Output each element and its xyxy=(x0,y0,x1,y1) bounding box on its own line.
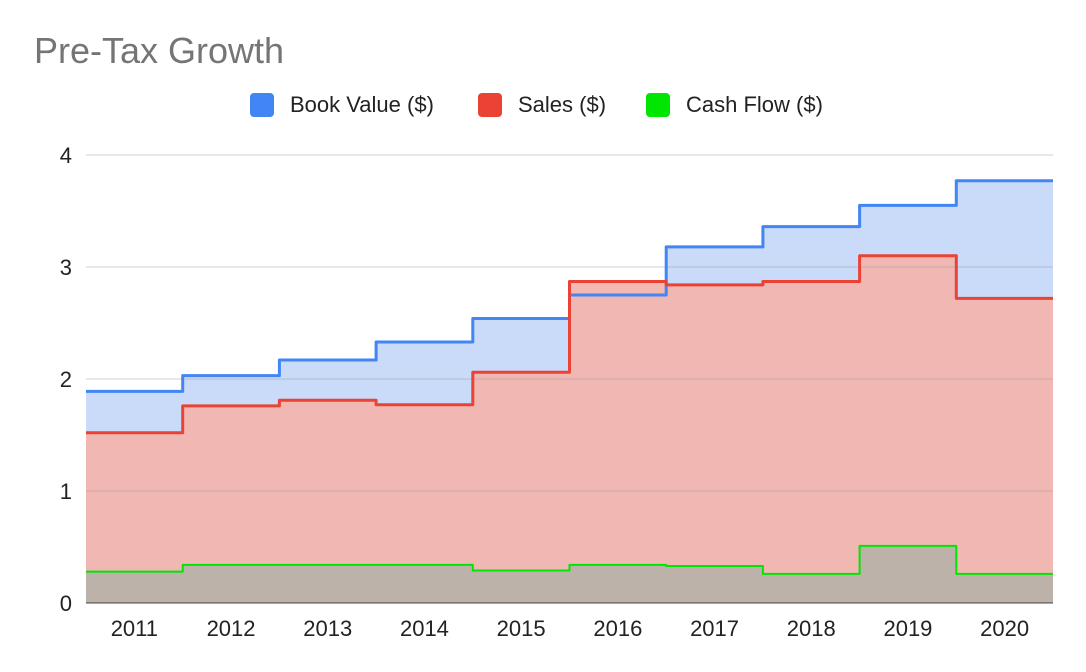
legend-item-sales[interactable]: Sales ($) xyxy=(478,92,606,118)
x-tick-label-2016: 2016 xyxy=(593,616,642,641)
legend-swatch-cash-flow xyxy=(646,93,670,117)
legend-item-cash-flow[interactable]: Cash Flow ($) xyxy=(646,92,823,118)
x-tick-label-2015: 2015 xyxy=(497,616,546,641)
legend-swatch-sales xyxy=(478,93,502,117)
legend-label-cash-flow: Cash Flow ($) xyxy=(686,92,823,117)
legend-label-book-value: Book Value ($) xyxy=(290,92,434,117)
y-tick-label-3: 3 xyxy=(60,255,72,280)
chart-title: Pre-Tax Growth xyxy=(34,30,285,71)
legend: Book Value ($) Sales ($) Cash Flow ($) xyxy=(0,92,1086,122)
x-tick-label-2018: 2018 xyxy=(787,616,836,641)
x-tick-label-2013: 2013 xyxy=(303,616,352,641)
legend-item-book-value[interactable]: Book Value ($) xyxy=(250,92,434,118)
y-tick-label-4: 4 xyxy=(60,143,72,168)
y-tick-label-1: 1 xyxy=(60,479,72,504)
x-tick-label-2011: 2011 xyxy=(111,616,158,641)
y-tick-label-2: 2 xyxy=(60,367,72,392)
series-area-2 xyxy=(86,545,1053,603)
x-tick-label-2017: 2017 xyxy=(690,616,739,641)
legend-swatch-book-value xyxy=(250,93,274,117)
x-tick-label-2020: 2020 xyxy=(980,616,1029,641)
legend-label-sales: Sales ($) xyxy=(518,92,607,117)
x-tick-label-2012: 2012 xyxy=(207,616,256,641)
series-line-2 xyxy=(86,544,1053,575)
x-tick-label-2014: 2014 xyxy=(400,616,449,641)
series-line-1 xyxy=(86,254,1053,435)
y-tick-label-0: 0 xyxy=(60,591,72,616)
series-area-1 xyxy=(86,255,1053,604)
x-tick-label-2019: 2019 xyxy=(883,616,932,641)
